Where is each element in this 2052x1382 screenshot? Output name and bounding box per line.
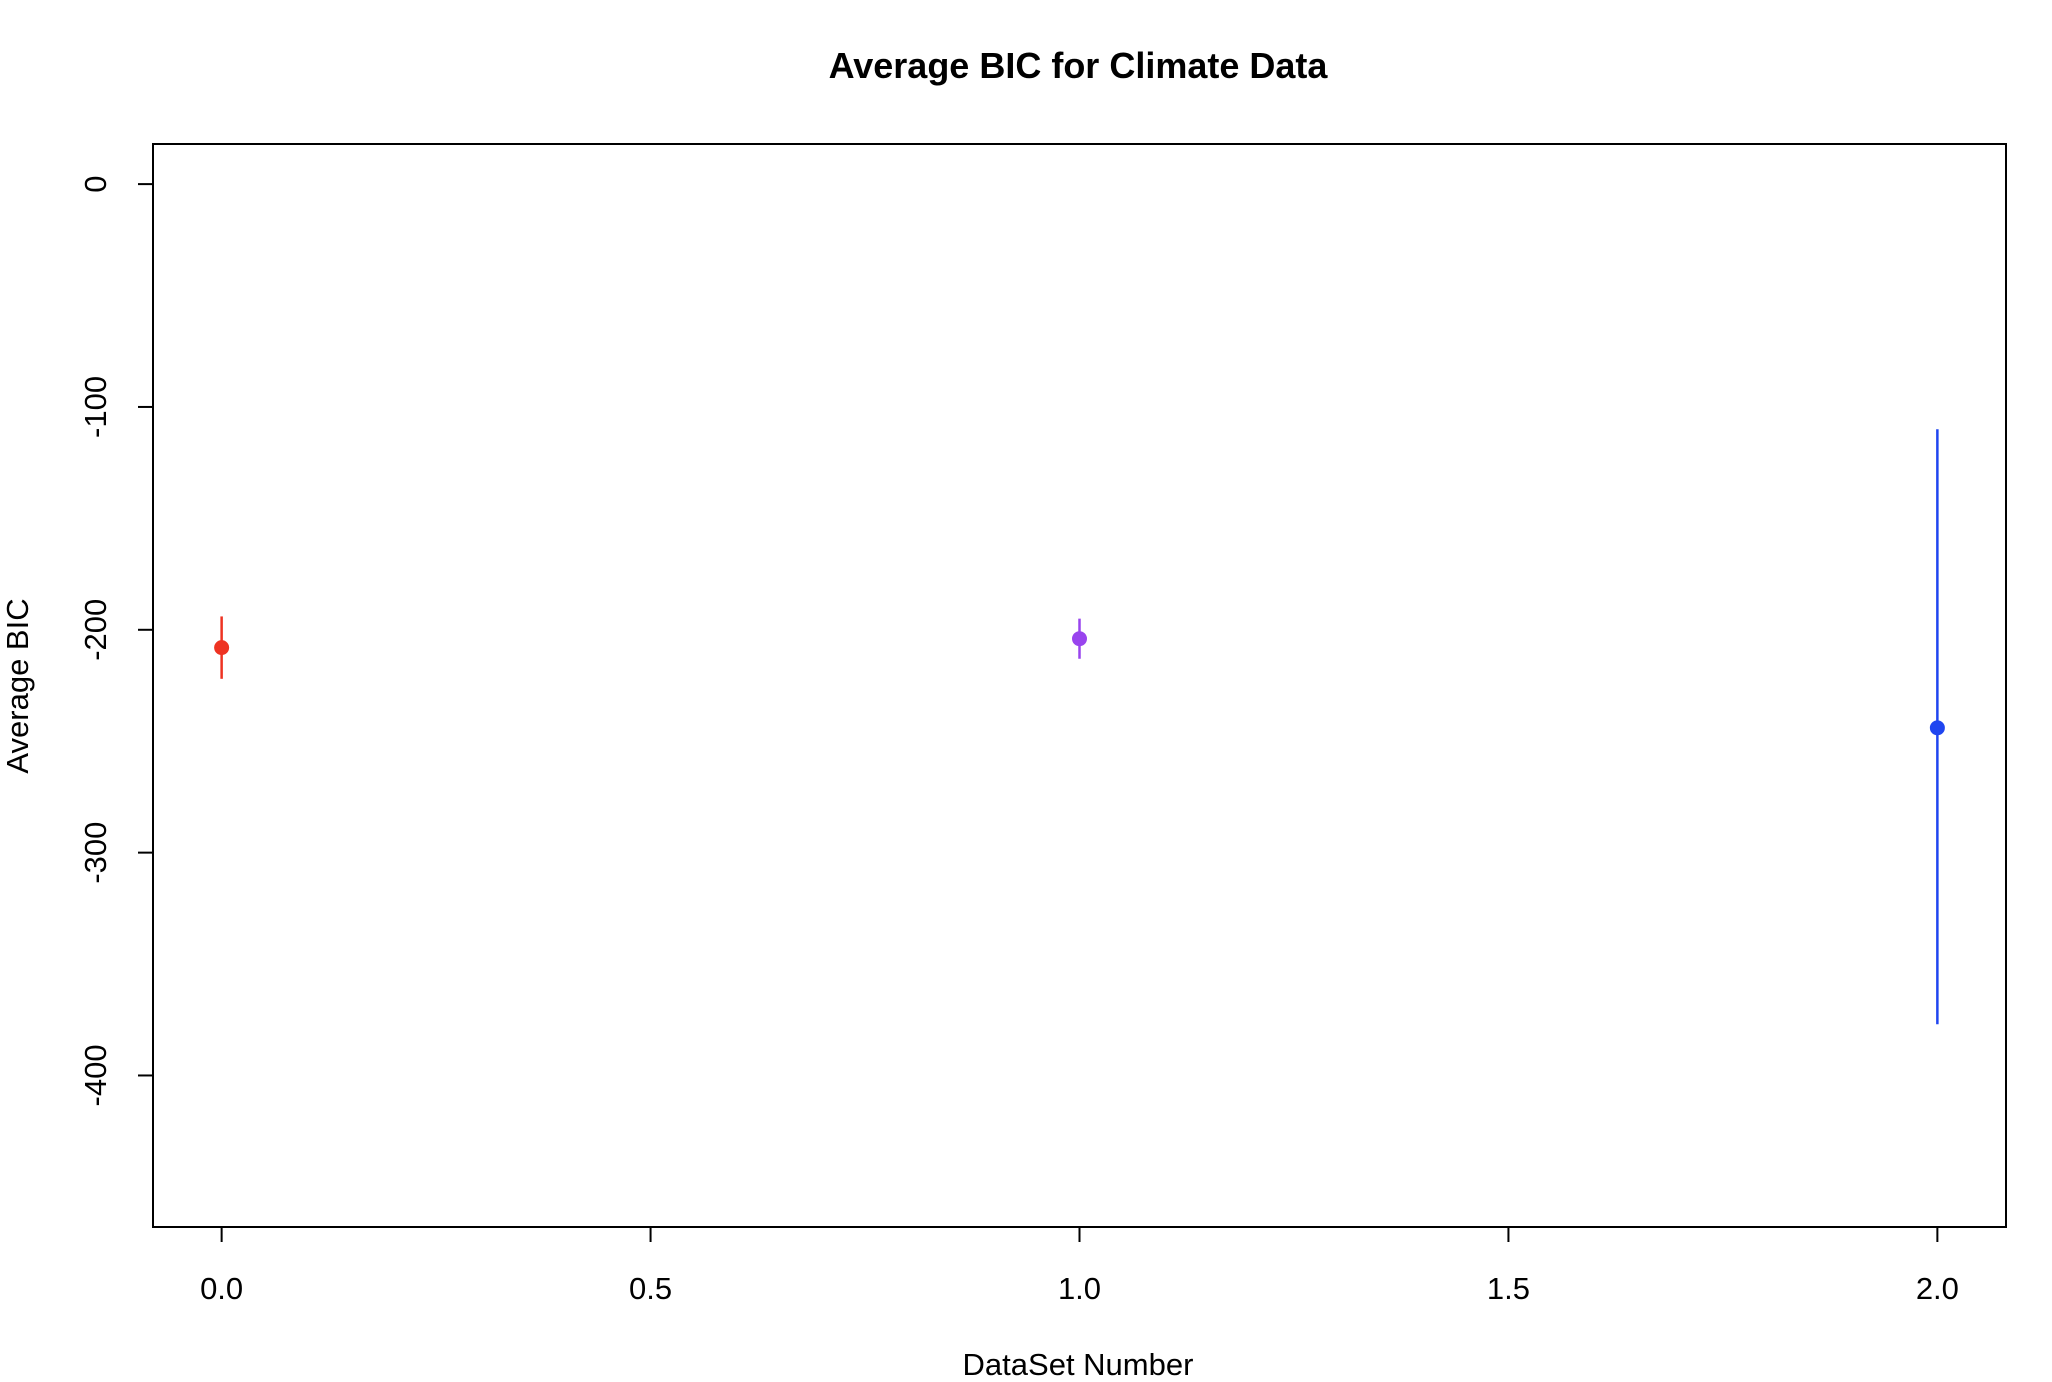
- x-tick-label: 0.5: [629, 1271, 672, 1306]
- x-tick-label: 0.0: [200, 1271, 243, 1306]
- y-tick-label: 0: [78, 175, 113, 192]
- plot-frame: [152, 143, 2007, 1228]
- x-tick-label: 1.5: [1487, 1271, 1530, 1306]
- data-point: [214, 640, 230, 656]
- y-tick-label: -400: [78, 1044, 113, 1106]
- y-axis: 0 -100 -200 -300 -400: [78, 175, 154, 1106]
- x-axis: 0.0 0.5 1.0 1.5 2.0: [200, 1226, 1959, 1306]
- y-tick-label: -300: [78, 822, 113, 884]
- x-tick-label: 2.0: [1916, 1271, 1959, 1306]
- x-tick-label: 1.0: [1058, 1271, 1101, 1306]
- y-tick-label: -200: [78, 599, 113, 661]
- data-points: [214, 429, 1945, 1025]
- y-axis-label: Average BIC: [0, 598, 35, 773]
- x-axis-label: DataSet Number: [963, 1347, 1194, 1382]
- y-tick-label: -100: [78, 376, 113, 438]
- data-point: [1929, 720, 1945, 736]
- data-point: [1072, 631, 1087, 647]
- chart-title: Average BIC for Climate Data: [829, 45, 1329, 86]
